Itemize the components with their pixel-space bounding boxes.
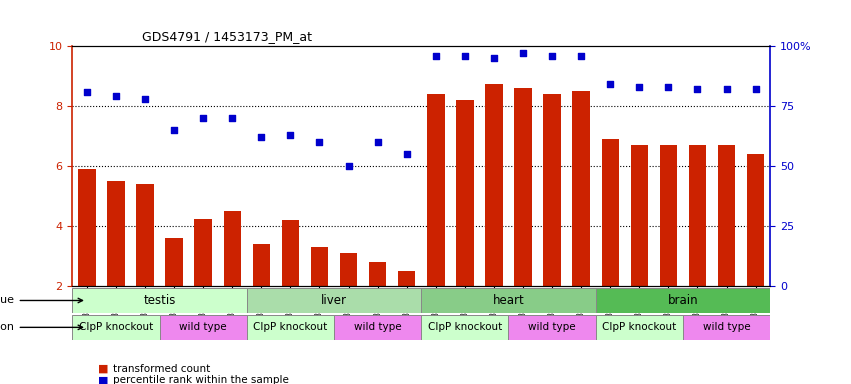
Point <box>458 53 471 59</box>
Bar <box>78 169 95 286</box>
Bar <box>456 100 473 286</box>
Bar <box>602 139 619 286</box>
Bar <box>72 288 247 313</box>
Point <box>371 139 385 145</box>
Bar <box>334 315 421 340</box>
Bar <box>160 315 247 340</box>
Bar <box>427 94 444 286</box>
Point <box>574 53 588 59</box>
Bar <box>631 145 648 286</box>
Point <box>487 55 500 61</box>
Bar <box>573 91 590 286</box>
Text: transformed count: transformed count <box>113 364 210 374</box>
Bar <box>485 84 503 286</box>
Text: wild type: wild type <box>180 322 227 333</box>
Bar <box>107 181 124 286</box>
Bar <box>421 315 508 340</box>
Bar <box>596 315 683 340</box>
Point <box>400 151 414 157</box>
Text: GDS4791 / 1453173_PM_at: GDS4791 / 1453173_PM_at <box>142 30 312 43</box>
Bar <box>421 288 596 313</box>
Bar <box>224 211 241 286</box>
Bar <box>136 184 154 286</box>
Bar <box>194 218 212 286</box>
Bar <box>340 253 357 286</box>
Text: ClpP knockout: ClpP knockout <box>603 322 677 333</box>
Text: ClpP knockout: ClpP knockout <box>79 322 153 333</box>
Point <box>254 134 268 140</box>
Point <box>661 84 675 90</box>
Bar <box>717 145 735 286</box>
Text: percentile rank within the sample: percentile rank within the sample <box>113 375 289 384</box>
Point <box>342 163 356 169</box>
Text: tissue: tissue <box>0 295 83 306</box>
Point <box>312 139 326 145</box>
Point <box>138 96 151 102</box>
Text: ClpP knockout: ClpP knockout <box>254 322 328 333</box>
Text: liver: liver <box>321 294 347 307</box>
Point <box>429 53 443 59</box>
Text: brain: brain <box>668 294 698 307</box>
Bar <box>165 238 183 286</box>
Bar <box>368 262 386 286</box>
Bar <box>398 271 415 286</box>
Text: wild type: wild type <box>528 322 576 333</box>
Bar <box>247 315 334 340</box>
Text: wild type: wild type <box>703 322 751 333</box>
Point <box>283 132 297 138</box>
Bar <box>247 288 421 313</box>
Bar <box>543 94 561 286</box>
Point <box>749 86 762 93</box>
Bar <box>311 247 328 286</box>
Text: genotype/variation: genotype/variation <box>0 322 83 333</box>
Bar <box>508 315 596 340</box>
Bar <box>747 154 764 286</box>
Point <box>226 115 239 121</box>
Text: ■: ■ <box>98 375 108 384</box>
Bar <box>660 145 677 286</box>
Bar <box>596 288 770 313</box>
Point <box>168 127 181 133</box>
Point <box>545 53 559 59</box>
Bar <box>514 88 532 286</box>
Text: heart: heart <box>493 294 524 307</box>
Point <box>517 50 530 56</box>
Point <box>197 115 210 121</box>
Text: ■: ■ <box>98 364 108 374</box>
Text: wild type: wild type <box>354 322 402 333</box>
Point <box>109 93 123 99</box>
Text: ClpP knockout: ClpP knockout <box>428 322 502 333</box>
Bar <box>282 220 299 286</box>
Point <box>691 86 705 93</box>
Point <box>603 81 617 88</box>
Point <box>720 86 734 93</box>
Bar <box>688 145 706 286</box>
Point <box>80 89 94 95</box>
Bar <box>253 244 270 286</box>
Bar <box>72 315 160 340</box>
Text: testis: testis <box>143 294 176 307</box>
Bar <box>683 315 770 340</box>
Point <box>632 84 646 90</box>
